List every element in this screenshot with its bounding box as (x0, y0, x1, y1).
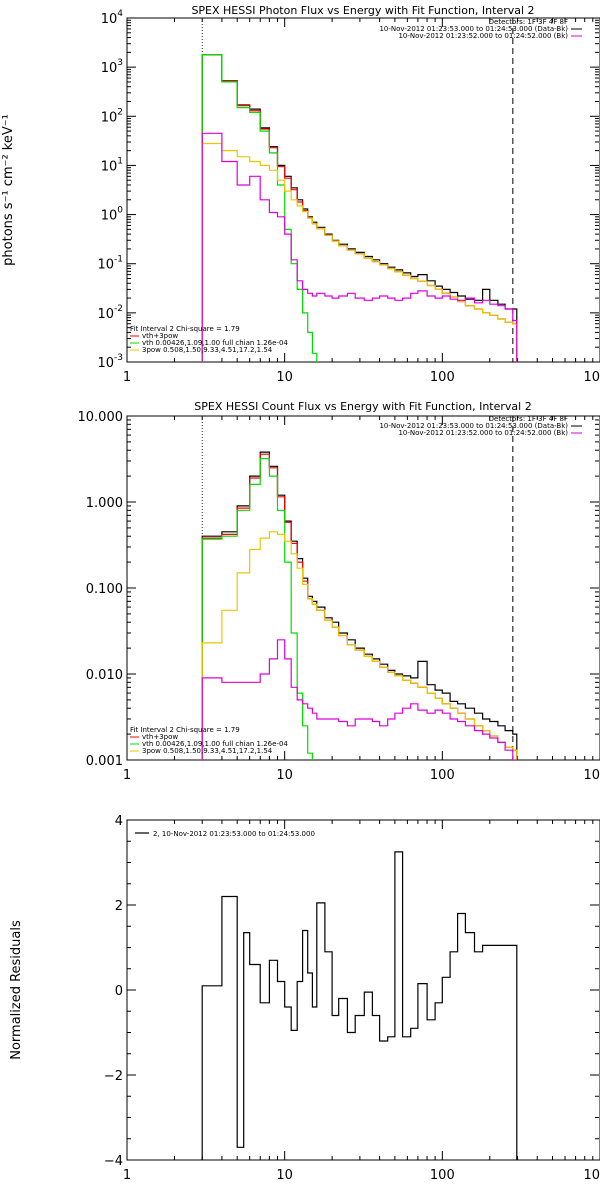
photon-flux-y-axis-label: photons s⁻¹ cm⁻² keV⁻¹ (1, 114, 16, 266)
legend-entry: Detectors: 1F 3F 4F 8F (489, 18, 568, 26)
fit-legend-entry: 3pow 0.508,1.50,9.33,4.51,17.2,1.54 (142, 747, 273, 755)
series-line-data-bk (201, 451, 518, 760)
x-tick-label: 100 (430, 768, 455, 783)
photon-flux-panel: SPEX HESSI Photon Flux vs Energy with Fi… (1, 4, 600, 385)
fit-legend-entry: vth+3pow (142, 332, 178, 340)
x-tick-label: 1 (123, 768, 131, 783)
x-tick-label: 10 (276, 1168, 293, 1183)
legend-entry: 10-Nov-2012 01:23:52.000 to 01:24:52.000… (398, 32, 568, 40)
x-tick-label: 100 (430, 370, 455, 385)
y-tick-label: 0 (115, 984, 123, 999)
legend-entry: 10-Nov-2012 01:23:53.000 to 01:24:53.000… (379, 422, 568, 430)
x-tick-label: 1000 (583, 370, 600, 385)
y-tick-label: 103 (101, 58, 123, 76)
fit-legend-entry: vth 0.00426,1.09,1.00 full chian 1.26e-0… (142, 339, 288, 347)
fit-legend-entry: Fit Interval 2 Chi-square = 1.79 (130, 726, 240, 734)
series-line-3pow (201, 142, 518, 362)
y-tick-label: 100 (101, 206, 124, 224)
count-flux-title: SPEX HESSI Count Flux vs Energy with Fit… (194, 400, 531, 413)
y-tick-label: 102 (101, 107, 123, 125)
count-flux-panel: SPEX HESSI Count Flux vs Energy with Fit… (78, 400, 600, 783)
photon-flux-marks: 1 10 100 1000 10-3 10-2 10-1 100 101 102 103 104 Det… (97, 9, 600, 385)
residuals-marks: 1 10 100 1000 −4 −2 0 2 4 2, 10-Nov-2012 01:23:53… (104, 814, 600, 1183)
series-line-vth (201, 458, 313, 760)
legend-entry: Detectors: 1F 3F 4F 8F (489, 415, 568, 423)
series-line-2-10-nov-2012-01-23-53-000-to- (201, 851, 518, 1160)
y-tick-label: 4 (115, 814, 123, 829)
x-tick-label: 10 (276, 370, 293, 385)
y-tick-label: 0.001 (86, 754, 123, 769)
x-tick-label: 1000 (583, 768, 600, 783)
fit-legend-entry: vth 0.00426,1.09,1.00 full chian 1.26e-0… (142, 740, 288, 748)
x-tick-label: 10 (276, 768, 293, 783)
y-tick-label: −4 (104, 1154, 123, 1169)
y-tick-label: −2 (104, 1069, 123, 1084)
legend-entry: 2, 10-Nov-2012 01:23:53.000 to 01:24:53.… (153, 830, 315, 838)
plot-frame (126, 17, 600, 363)
series-line-vth (201, 54, 318, 362)
legend-entry: 10-Nov-2012 01:23:53.000 to 01:24:53.000… (379, 25, 568, 33)
fit-legend-entry: Fit Interval 2 Chi-square = 1.79 (130, 325, 240, 333)
y-tick-label: 10-3 (97, 353, 123, 371)
series-line-bk (201, 639, 518, 760)
y-tick-label: 10-1 (97, 255, 123, 273)
plot-frame (126, 819, 600, 1161)
residuals-y-axis-label: Normalized Residuals (9, 920, 24, 1060)
y-tick-label: 10-2 (97, 304, 123, 322)
series-line-bk (201, 132, 518, 362)
y-tick-label: 0.100 (86, 582, 123, 597)
fit-legend-entry: 3pow 0.508,1.50,9.33,4.51,17.2,1.54 (142, 346, 273, 354)
count-flux-marks: 1 10 100 1000 0.001 0.010 0.100 1.000 10.000 Dete… (78, 410, 600, 783)
residuals-panel: Normalized Residuals 1 10 100 1000 −4 −2 0 2 4 2,… (9, 814, 600, 1183)
y-tick-label: 2 (115, 899, 123, 914)
x-tick-label: 1 (123, 370, 131, 385)
y-tick-label: 10.000 (78, 410, 124, 425)
y-tick-label: 0.010 (86, 668, 123, 683)
fit-legend-entry: vth+3pow (142, 733, 178, 741)
y-tick-label: 104 (101, 9, 124, 27)
x-tick-label: 1 (123, 1168, 131, 1183)
x-tick-label: 1000 (583, 1168, 600, 1183)
y-tick-label: 101 (101, 156, 123, 174)
photon-flux-title: SPEX HESSI Photon Flux vs Energy with Fi… (191, 4, 534, 17)
series-line-3pow (201, 531, 518, 760)
legend-entry: 10-Nov-2012 01:23:52.000 to 01:24:52.000… (398, 429, 568, 437)
y-tick-label: 1.000 (86, 496, 123, 511)
series-line-data-bk (201, 54, 518, 362)
plot-frame (126, 415, 600, 761)
x-tick-label: 100 (430, 1168, 455, 1183)
